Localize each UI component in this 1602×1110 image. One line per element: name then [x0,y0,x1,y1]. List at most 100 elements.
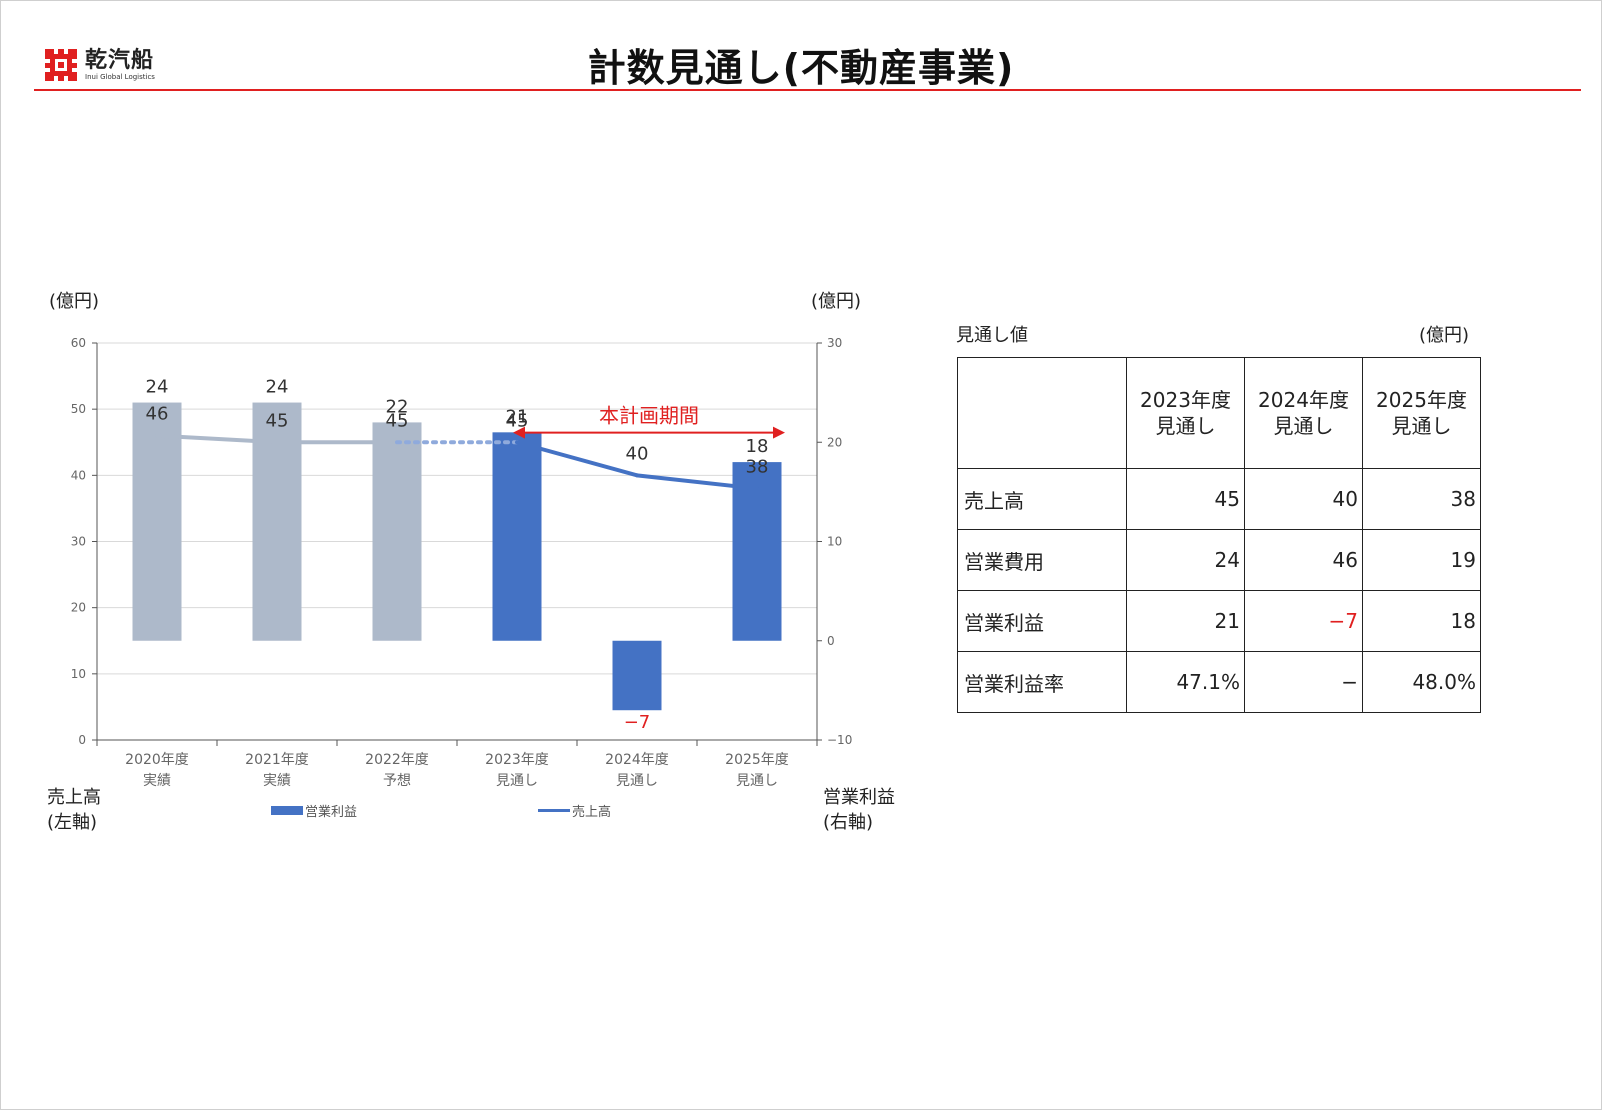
table-header-row: 2023年度 見通し 2024年度 見通し 2025年度 見通し [957,357,1481,469]
left-axis-tick-label: 30 [71,535,86,549]
right-axis-note-side: (右軸) [823,812,874,833]
left-axis-unit: (億円) [49,291,100,312]
category-label-status: 見通し [736,773,778,789]
category-label-year: 2021年度 [245,752,309,768]
bar-operating-profit [612,640,662,711]
table-cell: 45 [1126,468,1245,530]
right-axis-tick-label: 30 [827,336,842,350]
category-label-status: 見通し [496,773,538,789]
right-axis-tick-label: −10 [827,733,852,747]
line-data-label: 40 [626,443,649,464]
table-cell: 18 [1362,590,1481,652]
legend-item-operating-profit: 営業利益 [271,801,357,820]
category-label-year: 2024年度 [605,752,669,768]
table-caption: 見通し値 [956,325,1028,346]
row-label: 営業利益率 [957,651,1127,713]
table-row: 売上高 45 40 38 [957,468,1481,530]
category-label-status: 実績 [263,773,291,789]
row-label: 営業利益 [957,590,1127,652]
left-axis-note-side: (左軸) [47,812,98,833]
table-unit: (億円) [1419,325,1470,346]
logo-mark-icon [45,49,77,81]
plan-period-label: 本計画期間 [599,404,699,428]
line-data-label: 46 [146,404,169,425]
table-row: 営業費用 24 46 19 [957,529,1481,591]
bar-data-label: −7 [624,712,651,733]
bar-operating-profit [732,462,782,641]
bar-data-label: 18 [746,436,769,457]
page-title: 計数見通し(不動産事業) [587,46,1015,90]
right-axis-tick-label: 20 [827,435,842,449]
right-axis-unit: (億円) [811,291,862,312]
legend-item-sales: 売上高 [538,801,611,820]
category-label-status: 予想 [383,773,411,789]
table-cell: 19 [1362,529,1481,591]
right-axis-note-series: 営業利益 [823,787,895,808]
legend-bar-swatch [271,806,303,815]
left-axis-tick-label: 20 [71,601,86,615]
sales-line-segment [155,433,279,445]
column-year: 2023年度 [1140,388,1231,412]
sales-line-segment [515,440,639,478]
sales-line-segment [635,473,759,491]
right-axis-note: 営業利益 (右軸) [823,785,895,835]
table-cell: 47.1% [1126,651,1245,713]
bar-operating-profit [132,402,182,641]
table-column-header: 2024年度 見通し [1244,357,1363,469]
title-divider [34,89,1581,91]
bar-data-label: 24 [266,377,289,398]
column-status: 見通し [1391,414,1452,438]
legend-label-line: 売上高 [572,805,612,820]
company-logo: 乾汽船 Inui Global Logistics [43,45,155,85]
table-cell: 21 [1126,590,1245,652]
table-cell: 24 [1126,529,1245,591]
right-axis-tick-label: 0 [827,634,835,648]
plan-period-arrow-right-icon [773,426,785,439]
table-row: 営業利益 21 −7 18 [957,590,1481,652]
table-cell: 48.0% [1362,651,1481,713]
left-axis-tick-label: 0 [78,733,86,747]
table-cell: 40 [1244,468,1363,530]
row-label: 営業費用 [957,529,1127,591]
bar-data-label: 24 [146,377,169,398]
category-label-year: 2025年度 [725,752,789,768]
category-label-status: 見通し [616,773,658,789]
left-axis-tick-label: 60 [71,336,86,350]
legend-line-swatch [538,809,570,812]
line-data-label: 38 [746,457,769,478]
column-year: 2025年度 [1376,388,1467,412]
left-axis-note-series: 売上高 [47,787,101,808]
left-axis-tick-label: 40 [71,468,86,482]
bar-operating-profit [252,402,302,641]
column-status: 見通し [1273,414,1334,438]
table-column-header: 2025年度 見通し [1362,357,1481,469]
legend-label-bar: 営業利益 [305,805,358,820]
left-axis-note: 売上高 (左軸) [47,785,101,835]
line-data-label: 45 [266,410,289,431]
table-cell-negative: −7 [1244,590,1363,652]
line-data-label: 45 [506,410,529,431]
category-label-year: 2020年度 [125,752,189,768]
left-axis-tick-label: 50 [71,402,86,416]
bar-operating-profit [492,432,542,641]
line-data-label: 45 [386,410,409,431]
table-cell: 38 [1362,468,1481,530]
bar-data-label: 21 [506,406,529,427]
category-label-status: 実績 [143,773,171,789]
table-row: 営業利益率 47.1% − 48.0% [957,651,1481,713]
table-cell: − [1244,651,1363,713]
table-cell: 46 [1244,529,1363,591]
logo-name: 乾汽船 [85,47,155,73]
table-corner-cell [957,357,1127,469]
bar-operating-profit [372,422,422,641]
table-column-header: 2023年度 見通し [1126,357,1245,469]
outlook-table: 2023年度 見通し 2024年度 見通し 2025年度 見通し 売上高 45 … [957,357,1481,713]
bar-data-label: 22 [386,396,409,417]
column-year: 2024年度 [1258,388,1349,412]
row-label: 売上高 [957,468,1127,530]
category-label-year: 2022年度 [365,752,429,768]
column-status: 見通し [1155,414,1216,438]
category-label-year: 2023年度 [485,752,549,768]
left-axis-tick-label: 10 [71,667,86,681]
